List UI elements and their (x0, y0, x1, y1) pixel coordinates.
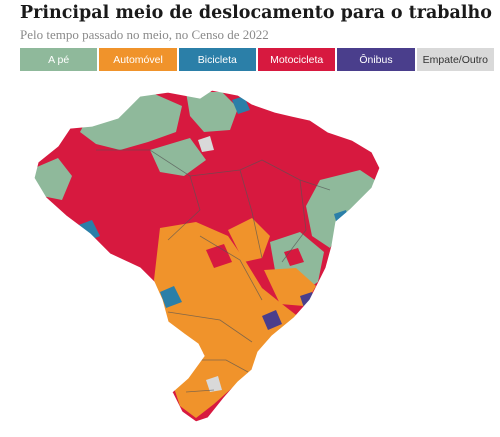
brazil-map[interactable] (0, 74, 500, 437)
legend-item-motocicleta[interactable]: Motocicleta (257, 48, 336, 71)
region-tie-south[interactable] (206, 376, 222, 392)
region-roraima-walking[interactable] (186, 92, 238, 132)
state-borders (96, 149, 331, 393)
legend-item-automovel[interactable]: Automóvel (99, 48, 177, 71)
region-center-west-car[interactable] (154, 222, 300, 418)
region-southwest-bicycle[interactable] (160, 286, 182, 308)
legend-item-empate-outro[interactable]: Empate/Outro (416, 48, 494, 71)
region-acre-bicycle[interactable] (76, 220, 100, 242)
region-tie-north[interactable] (198, 136, 214, 152)
chart-subtitle: Pelo tempo passado no meio, no Censo de … (20, 27, 269, 42)
legend-item-a-pe[interactable]: A pé (20, 48, 98, 71)
chart-title: Principal meio de deslocamento para o tr… (20, 3, 492, 23)
region-northeast-walking[interactable] (306, 170, 384, 248)
region-amazon-walking[interactable] (150, 138, 206, 176)
legend-item-bicicleta[interactable]: Bicicleta (178, 48, 256, 71)
legend: A pé Automóvel Bicicleta Motocicleta Ôni… (20, 48, 494, 71)
legend-item-onibus[interactable]: Ônibus (337, 48, 415, 71)
region-goias-car[interactable] (228, 218, 270, 262)
region-moto-center[interactable] (206, 244, 232, 268)
region-sao-paulo-bus[interactable] (262, 310, 282, 330)
